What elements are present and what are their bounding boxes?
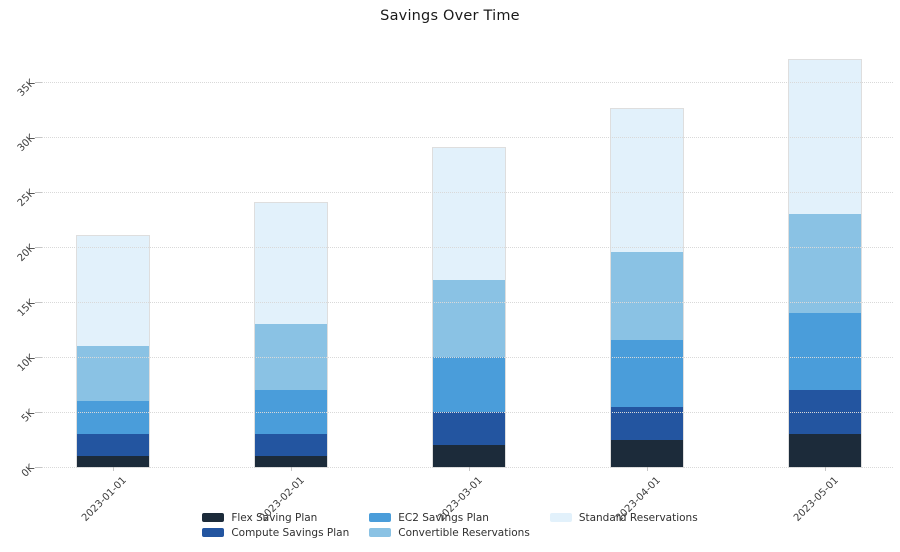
legend-column: Standard Reservations bbox=[549, 511, 698, 524]
y-tick-mark bbox=[35, 301, 42, 303]
y-gridline bbox=[42, 191, 893, 193]
legend-column: EC2 Savings Plan Convertible Reservations bbox=[369, 511, 530, 539]
bar-segment bbox=[77, 456, 149, 467]
y-gridline bbox=[42, 301, 893, 303]
y-tick-mark bbox=[35, 136, 42, 138]
y-gridline bbox=[42, 356, 893, 358]
legend-swatch bbox=[369, 528, 392, 537]
bar-segment bbox=[77, 235, 149, 346]
y-tick-mark bbox=[35, 81, 42, 83]
bar-segment bbox=[255, 202, 327, 324]
bar-segment bbox=[255, 434, 327, 456]
y-gridline bbox=[42, 467, 893, 468]
bar-segment bbox=[789, 213, 861, 313]
x-tick-mark bbox=[291, 467, 292, 471]
bar-segment bbox=[255, 456, 327, 467]
plot-area: 0K 5K 10K 15K 20K 25K 30K 35K 2023-01-01 2023-02-… bbox=[15, 50, 893, 524]
legend-swatch bbox=[202, 513, 225, 522]
bar bbox=[433, 147, 505, 467]
chart-title: Savings Over Time bbox=[380, 8, 520, 24]
legend-item: EC2 Savings Plan bbox=[369, 511, 530, 524]
y-gridline bbox=[42, 81, 893, 83]
bar bbox=[77, 235, 149, 467]
y-tick-mark bbox=[35, 467, 42, 468]
bar-segment bbox=[433, 279, 505, 357]
bar-segment bbox=[433, 147, 505, 280]
bar-segment bbox=[611, 252, 683, 341]
bar-segment bbox=[611, 439, 683, 467]
chart-legend: Flex Saving Plan Compute Savings Plan EC2 … bbox=[0, 511, 900, 539]
legend-label: Standard Reservations bbox=[578, 511, 698, 524]
bar-segment bbox=[789, 434, 861, 467]
bar bbox=[255, 202, 327, 467]
legend-item: Flex Saving Plan bbox=[202, 511, 349, 524]
y-tick-mark bbox=[35, 411, 42, 413]
y-gridline bbox=[42, 411, 893, 413]
x-tick-mark bbox=[113, 467, 114, 471]
legend-column: Flex Saving Plan Compute Savings Plan bbox=[202, 511, 350, 539]
bar-segment bbox=[611, 340, 683, 407]
bar-segment bbox=[433, 445, 505, 467]
x-tick-mark bbox=[647, 467, 648, 471]
legend-item: Convertible Reservations bbox=[369, 526, 530, 539]
bar-segment bbox=[77, 434, 149, 456]
bar bbox=[611, 109, 683, 467]
y-gridline bbox=[42, 246, 893, 248]
bar-segment bbox=[789, 312, 861, 390]
legend-swatch bbox=[549, 513, 572, 522]
bar-segment bbox=[77, 345, 149, 401]
x-tick-mark bbox=[825, 467, 826, 471]
bar-segment bbox=[611, 109, 683, 253]
y-tick-mark bbox=[35, 356, 42, 358]
legend-item: Standard Reservations bbox=[549, 511, 698, 524]
legend-label: Flex Saving Plan bbox=[231, 511, 318, 524]
legend-label: Convertible Reservations bbox=[398, 526, 530, 539]
y-gridline bbox=[42, 136, 893, 138]
bar-segment bbox=[433, 357, 505, 412]
bar bbox=[789, 59, 861, 467]
legend-swatch bbox=[202, 528, 225, 537]
bar-segment bbox=[77, 401, 149, 434]
x-tick-mark bbox=[469, 467, 470, 471]
legend-swatch bbox=[369, 513, 392, 522]
legend-label: EC2 Savings Plan bbox=[398, 511, 489, 524]
legend-label: Compute Savings Plan bbox=[231, 526, 350, 539]
bar-segment bbox=[433, 412, 505, 445]
y-tick-mark bbox=[35, 246, 42, 248]
legend-item: Compute Savings Plan bbox=[202, 526, 350, 539]
y-tick-mark bbox=[35, 191, 42, 193]
